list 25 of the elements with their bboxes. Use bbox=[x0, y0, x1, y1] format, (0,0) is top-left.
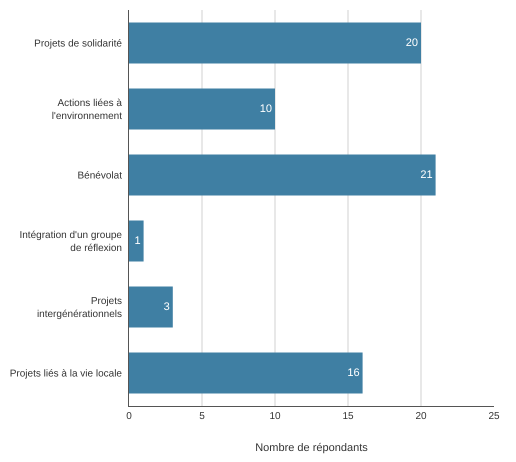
x-tick-label: 5 bbox=[199, 411, 206, 422]
x-tick-label: 20 bbox=[415, 411, 427, 422]
data-label: 10 bbox=[260, 103, 272, 115]
bar bbox=[129, 88, 275, 130]
y-tick-label: Projets intergénérationnels bbox=[36, 296, 122, 320]
y-tick-label: Projets de solidarité bbox=[34, 38, 122, 50]
bar bbox=[129, 154, 436, 196]
data-label: 21 bbox=[420, 169, 433, 181]
data-label: 16 bbox=[347, 367, 360, 379]
x-tick-label: 10 bbox=[269, 411, 281, 422]
x-tick-label: 25 bbox=[488, 411, 500, 422]
bar bbox=[129, 22, 421, 64]
y-tick-label: Intégration d'un groupe de réflexion bbox=[19, 230, 122, 254]
x-tick-label: 0 bbox=[126, 411, 132, 422]
y-tick-label: Actions liées à l'environnement bbox=[52, 98, 122, 122]
bar bbox=[129, 220, 144, 262]
x-axis-title: Nombre de répondants bbox=[255, 442, 368, 454]
data-label: 1 bbox=[134, 235, 141, 247]
x-tick-label: 15 bbox=[342, 411, 354, 422]
bar bbox=[129, 286, 173, 328]
bar bbox=[129, 352, 363, 394]
data-label: 20 bbox=[406, 37, 418, 49]
y-tick-label: Bénévolat bbox=[78, 170, 122, 182]
data-label: 3 bbox=[164, 301, 170, 313]
y-tick-label: Projets liés à la vie locale bbox=[10, 368, 122, 380]
